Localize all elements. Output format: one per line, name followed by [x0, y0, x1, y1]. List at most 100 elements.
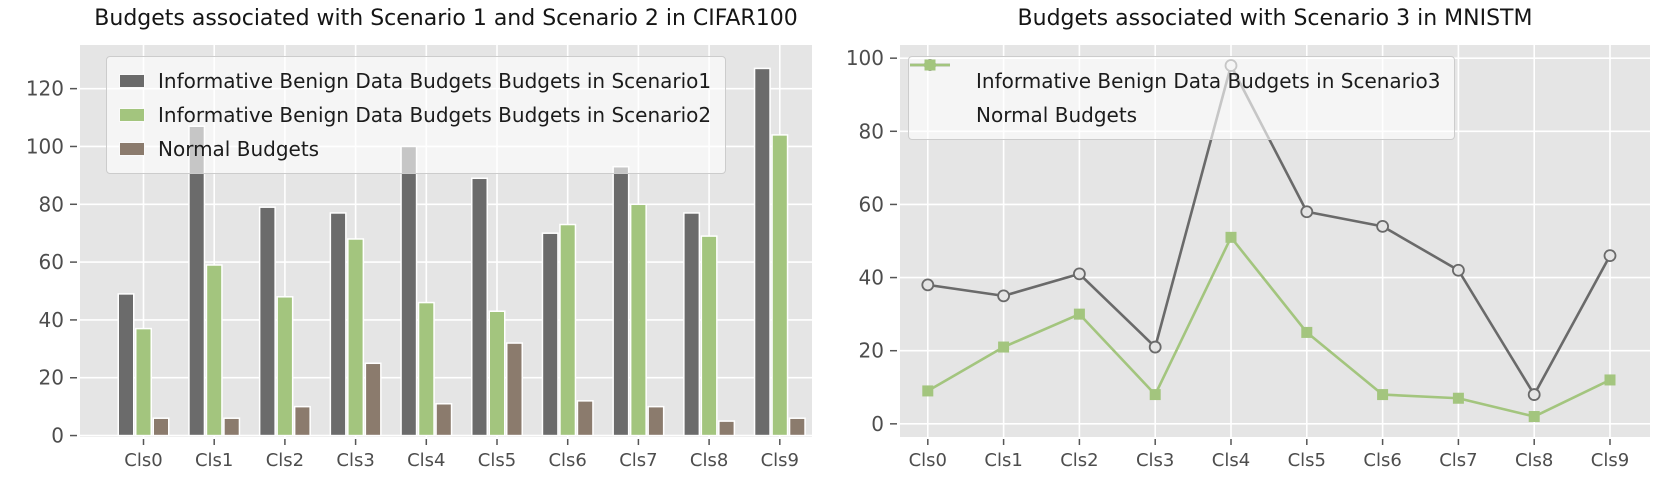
bar-series2-Cls8: [718, 420, 736, 437]
x-tick-label: Cls4: [407, 450, 445, 471]
bar-series1-Cls9: [771, 134, 789, 437]
bar-series0-Cls8: [683, 212, 701, 437]
legend-label-normal: Normal Budgets: [976, 103, 1138, 127]
y-tick-label: 0: [871, 412, 884, 436]
legend-swatch-normal-icon: [119, 142, 145, 156]
bar-series2-Cls2: [293, 405, 311, 437]
bar-series1-Cls5: [488, 310, 506, 437]
y-tick-label: 80: [39, 192, 64, 216]
marker-circle-Cls2: [1072, 267, 1086, 281]
legend-label-normal: Normal Budgets: [158, 137, 320, 161]
bar-series1-Cls4: [417, 301, 435, 437]
bar-series2-Cls4: [435, 403, 453, 437]
bar-series0-Cls7: [612, 165, 630, 437]
bar-series1-Cls6: [559, 223, 577, 437]
x-tick-label: Cls3: [336, 450, 374, 471]
x-tick-label: Cls1: [984, 450, 1022, 471]
chart-title-mnistm: Budgets associated with Scenario 3 in MN…: [1017, 6, 1533, 31]
legend-label-scenario1: Informative Benign Data Budgets Budgets …: [158, 69, 712, 93]
bar-series1-Cls3: [347, 238, 365, 437]
x-tick-label: Cls8: [690, 450, 728, 471]
marker-square-Cls8: [1528, 411, 1540, 423]
marker-circle-Cls0: [921, 278, 935, 292]
bar-series2-Cls0: [152, 417, 170, 437]
y-tick-label: 80: [859, 119, 884, 143]
x-tick-label: Cls7: [1439, 450, 1477, 471]
bar-series2-Cls5: [506, 342, 523, 437]
y-tick-label: 100: [26, 134, 64, 158]
x-tick-label: Cls0: [909, 450, 947, 471]
bar-series2-Cls3: [364, 362, 382, 437]
marker-square-Cls4: [1225, 231, 1237, 243]
marker-circle-Cls6: [1376, 219, 1389, 233]
marker-square-Cls2: [1073, 308, 1085, 320]
x-tick-label: Cls7: [619, 450, 657, 471]
marker-square-Cls3: [1149, 389, 1161, 401]
line-series1: [927, 236, 1611, 418]
bar-series2-Cls6: [576, 400, 594, 437]
marker-circle-Cls7: [1452, 263, 1465, 277]
bar-series0-Cls6: [541, 232, 559, 437]
legend-label-scenario2: Informative Benign Data Budgets Budgets …: [158, 103, 712, 127]
x-tick-label: Cls9: [1591, 450, 1629, 471]
legend-mnistm: Informative Benign Data Budgets in Scena…: [908, 56, 1456, 140]
chart-cifar100: 0 20 40 60 80 100 120 Cls0 Cls1 Cls2 Cls3 Cls4 Cls5 C…: [0, 0, 830, 487]
x-tick-label: Cls5: [478, 450, 516, 471]
bar-series1-Cls8: [700, 235, 718, 437]
x-tick-label: Cls6: [548, 450, 586, 471]
x-tick-label: Cls8: [1515, 450, 1553, 471]
x-tick-label: Cls3: [1136, 450, 1174, 471]
x-tick-label: Cls2: [266, 450, 304, 471]
legend-item-normal-budgets: Normal Budgets: [910, 59, 1440, 132]
bar-series0-Cls2: [258, 206, 276, 437]
bar-series1-Cls2: [276, 296, 294, 437]
x-tick-label: Cls4: [1212, 450, 1250, 471]
line-square-glyph: [910, 59, 950, 71]
bar-series1-Cls0: [135, 327, 152, 437]
marker-square-Cls9: [1604, 374, 1616, 386]
marker-square-Cls0: [922, 385, 934, 397]
y-tick-label: 0: [51, 424, 64, 448]
legend-swatch-scenario2-icon: [119, 108, 145, 122]
bar-series0-Cls5: [471, 177, 488, 437]
x-tick-label: Cls6: [1363, 450, 1401, 471]
y-tick-label: 120: [26, 77, 64, 101]
legend-line-square-icon: [910, 59, 963, 123]
marker-circle-Cls8: [1527, 388, 1541, 401]
y-tick-label: 40: [39, 308, 64, 332]
x-tick-label: Cls0: [124, 450, 162, 471]
legend-label-scenario3: Informative Benign Data Budgets in Scena…: [976, 69, 1441, 93]
legend-cifar100: Informative Benign Data Budgets Budgets …: [106, 56, 727, 174]
x-tick-label: Cls9: [761, 450, 799, 471]
y-tick-label: 60: [859, 192, 884, 216]
bar-series0-Cls3: [329, 212, 347, 437]
x-tick-label: Cls2: [1060, 450, 1098, 471]
marker-circle-Cls1: [997, 289, 1011, 303]
marker-square-Cls5: [1301, 326, 1313, 338]
y-tick-label: 100: [846, 46, 884, 70]
bar-series0-Cls4: [400, 145, 418, 437]
legend-item-scenario3: Informative Benign Data Budgets in Scena…: [910, 59, 1441, 98]
marker-square-Cls1: [998, 341, 1010, 353]
bar-series2-Cls1: [223, 417, 241, 437]
marker-circle-Cls9: [1603, 249, 1617, 263]
marker-circle-Cls5: [1300, 205, 1314, 219]
legend-item-scenario2: Informative Benign Data Budgets Budgets …: [119, 98, 711, 132]
legend-swatch-scenario1-icon: [119, 74, 145, 88]
bar-series1-Cls1: [205, 264, 223, 437]
bar-series0-Cls9: [753, 67, 771, 437]
bar-series2-Cls9: [788, 417, 806, 437]
marker-square-Cls7: [1452, 392, 1464, 404]
x-tick-label: Cls5: [1288, 450, 1326, 471]
y-tick-label: 60: [39, 250, 64, 274]
bar-series2-Cls7: [647, 405, 665, 437]
y-tick-label: 40: [859, 266, 884, 290]
legend-item-scenario1: Informative Benign Data Budgets Budgets …: [119, 64, 711, 98]
legend-item-normal-budgets: Normal Budgets: [119, 132, 711, 166]
bar-series0-Cls0: [117, 293, 135, 437]
bar-series1-Cls7: [629, 203, 647, 437]
marker-square-Cls6: [1377, 389, 1389, 401]
y-tick-label: 20: [39, 366, 64, 390]
x-tick-label: Cls1: [195, 450, 233, 471]
